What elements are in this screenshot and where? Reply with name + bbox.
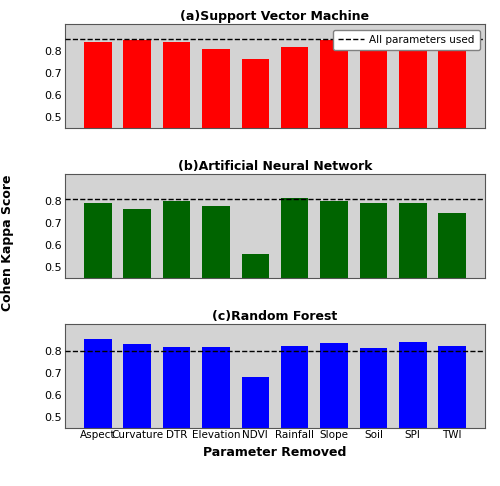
Title: (a)Support Vector Machine: (a)Support Vector Machine <box>180 10 370 23</box>
Bar <box>360 348 387 486</box>
Bar <box>360 41 387 227</box>
Bar <box>399 203 426 377</box>
Bar <box>202 49 230 227</box>
Bar <box>84 203 112 377</box>
Bar <box>202 347 230 486</box>
Bar <box>320 40 348 227</box>
Bar <box>438 39 466 227</box>
Bar <box>399 36 426 227</box>
Bar <box>399 342 426 486</box>
Bar <box>360 203 387 377</box>
Bar <box>84 42 112 227</box>
Bar <box>438 213 466 377</box>
Bar <box>438 346 466 486</box>
Bar <box>281 198 308 377</box>
Bar <box>320 201 348 377</box>
Bar <box>281 346 308 486</box>
Bar <box>163 201 190 377</box>
X-axis label: Parameter Removed: Parameter Removed <box>204 446 346 459</box>
Bar <box>84 339 112 486</box>
Bar <box>242 254 269 377</box>
Bar <box>124 345 151 486</box>
Bar <box>202 206 230 377</box>
Bar <box>242 377 269 486</box>
Bar <box>124 209 151 377</box>
Bar <box>242 59 269 227</box>
Title: (c)Random Forest: (c)Random Forest <box>212 310 338 323</box>
Legend: All parameters used: All parameters used <box>333 30 480 50</box>
Bar <box>163 347 190 486</box>
Bar <box>163 42 190 227</box>
Text: Cohen Kappa Score: Cohen Kappa Score <box>1 175 14 311</box>
Bar <box>281 47 308 227</box>
Title: (b)Artificial Neural Network: (b)Artificial Neural Network <box>178 160 372 173</box>
Bar <box>320 343 348 486</box>
Bar <box>124 40 151 227</box>
